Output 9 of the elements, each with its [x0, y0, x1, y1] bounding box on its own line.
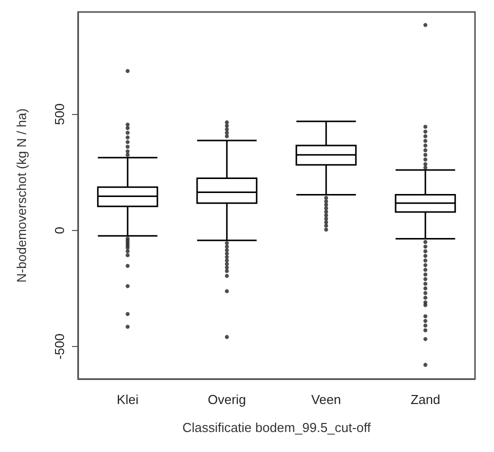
x-tick-label: Overig [208, 392, 246, 407]
x-tick-label: Veen [311, 392, 341, 407]
y-axis-title: N-bodemoverschot (kg N / ha) [14, 108, 29, 283]
x-tick-label: Zand [410, 392, 440, 407]
y-tick-label: 500 [52, 103, 67, 126]
x-tick-label: Klei [116, 392, 139, 407]
x-axis-title: Classificatie bodem_99.5_cut-off [182, 420, 372, 435]
y-tick-label: -500 [52, 333, 67, 360]
y-tick-label: 0 [52, 226, 67, 234]
